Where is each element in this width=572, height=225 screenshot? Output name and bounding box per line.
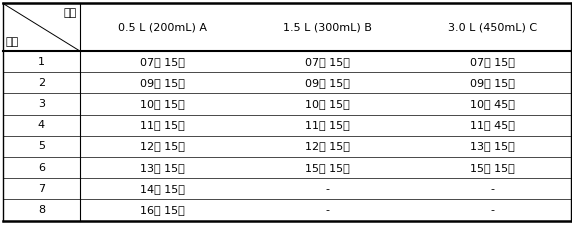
Text: 09시 15분: 09시 15분 [470,78,515,88]
Text: -: - [325,205,329,215]
Text: 10시 15분: 10시 15분 [140,99,185,109]
Text: 10시 15분: 10시 15분 [305,99,350,109]
Text: 07시 15분: 07시 15분 [470,57,515,67]
Text: 7: 7 [38,184,45,194]
Text: -: - [490,184,494,194]
Text: 1.5 L (300mL) B: 1.5 L (300mL) B [283,22,372,32]
Text: 6: 6 [38,163,45,173]
Text: 선리: 선리 [64,8,77,18]
Text: 09시 15분: 09시 15분 [140,78,185,88]
Text: 2: 2 [38,78,45,88]
Text: 07시 15분: 07시 15분 [140,57,185,67]
Text: 5: 5 [38,141,45,151]
Text: 12시 15분: 12시 15분 [140,141,185,151]
Text: 11시 15분: 11시 15분 [305,120,350,130]
Text: 16시 15분: 16시 15분 [140,205,185,215]
Text: 07시 15분: 07시 15분 [305,57,350,67]
Text: 11시 15분: 11시 15분 [140,120,185,130]
Text: 1: 1 [38,57,45,67]
Text: 13시 15분: 13시 15분 [140,163,185,173]
Text: -: - [490,205,494,215]
Text: 14시 15분: 14시 15분 [140,184,185,194]
Text: 10시 45분: 10시 45분 [470,99,515,109]
Text: 11시 45분: 11시 45분 [470,120,515,130]
Text: 13시 15분: 13시 15분 [470,141,515,151]
Text: 3: 3 [38,99,45,109]
Text: 4: 4 [38,120,45,130]
Text: 횟수: 횟수 [6,37,19,47]
Text: 3.0 L (450mL) C: 3.0 L (450mL) C [448,22,537,32]
Text: 09시 15분: 09시 15분 [305,78,350,88]
Text: -: - [325,184,329,194]
Text: 8: 8 [38,205,45,215]
Text: 15시 15분: 15시 15분 [470,163,515,173]
Text: 0.5 L (200mL) A: 0.5 L (200mL) A [118,22,207,32]
Text: 15시 15분: 15시 15분 [305,163,350,173]
Text: 12시 15분: 12시 15분 [305,141,350,151]
